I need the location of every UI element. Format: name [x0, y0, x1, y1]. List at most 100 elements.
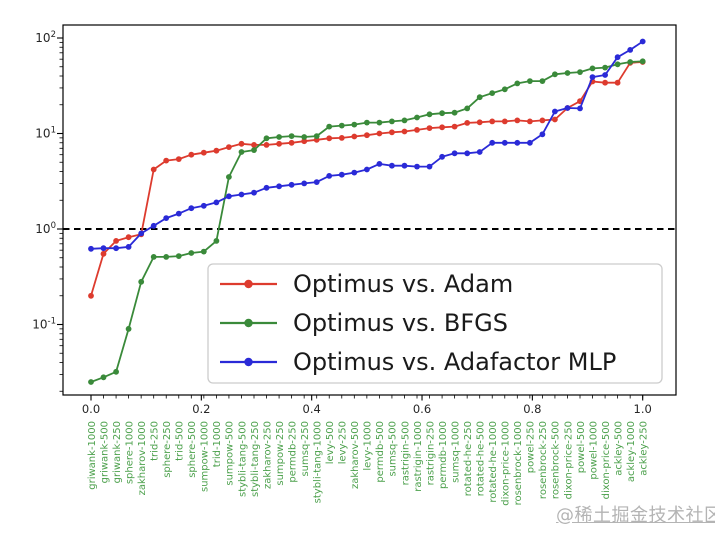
data-point: [125, 244, 132, 250]
data-point: [451, 150, 458, 157]
category-label: permdb-250: [287, 421, 298, 483]
data-point: [276, 140, 282, 147]
category-label: ackley-1000: [626, 421, 637, 482]
data-point: [376, 119, 383, 126]
category-label: dixon-price-250: [563, 421, 574, 499]
data-point: [539, 117, 546, 124]
data-point: [276, 183, 282, 190]
legend-marker: [244, 357, 253, 367]
data-point: [200, 202, 207, 209]
data-point: [163, 215, 170, 222]
data-point: [301, 180, 308, 187]
data-point: [113, 245, 119, 252]
data-point: [288, 181, 295, 188]
data-point: [138, 230, 145, 237]
data-point: [364, 166, 370, 173]
data-point: [276, 134, 282, 140]
legend-label: Optimus vs. Adam: [293, 270, 513, 298]
data-point: [326, 123, 333, 130]
data-point: [263, 184, 270, 191]
data-point: [627, 59, 634, 65]
data-point: [464, 105, 471, 112]
data-point: [589, 65, 596, 72]
data-point: [539, 131, 546, 138]
data-point: [514, 117, 521, 124]
data-point: [113, 238, 119, 244]
data-point: [401, 162, 408, 169]
category-label: permdb-500: [375, 421, 386, 483]
legend-label: Optimus vs. BFGS: [293, 309, 508, 337]
watermark: @稀土掘金技术社区: [556, 505, 715, 526]
category-label: sphere-1000: [124, 421, 135, 484]
data-point: [226, 174, 232, 180]
data-point: [338, 135, 345, 141]
data-point: [602, 72, 608, 78]
data-point: [476, 94, 483, 101]
data-point: [313, 133, 320, 140]
data-point: [288, 139, 295, 146]
data-point: [163, 254, 170, 260]
data-point: [426, 125, 433, 131]
data-point: [614, 54, 621, 61]
data-point: [527, 139, 533, 146]
data-point: [175, 253, 182, 259]
category-label: ackley-500: [613, 421, 624, 476]
data-point: [552, 116, 558, 123]
data-point: [125, 234, 132, 241]
data-point: [552, 71, 558, 78]
legend-entry-optimus-vs-bfgs: Optimus vs. BFGS: [220, 309, 508, 337]
category-label: rosenbrock-1000: [513, 421, 524, 505]
data-point: [426, 163, 433, 170]
series-optimus-vs-adafactor-mlp: [88, 38, 646, 252]
data-point: [263, 142, 270, 148]
data-point: [639, 38, 646, 45]
data-point: [564, 105, 571, 111]
data-point: [451, 109, 458, 116]
category-label: dixon-price-1000: [501, 421, 512, 506]
data-point: [88, 292, 94, 299]
category-label: stybli-tang-500: [237, 421, 248, 497]
data-point: [150, 254, 157, 260]
data-point: [552, 108, 558, 115]
data-point: [238, 191, 245, 198]
category-label: rastrigin-500: [400, 421, 411, 485]
data-point: [614, 61, 621, 68]
data-point: [401, 117, 408, 124]
data-point: [439, 110, 445, 117]
data-point: [226, 193, 232, 200]
data-point: [451, 123, 458, 130]
category-label: ackley-250: [639, 421, 650, 476]
data-point: [364, 119, 370, 126]
data-point: [175, 156, 182, 163]
y-tick-label: 10-1: [32, 317, 56, 332]
data-point: [489, 90, 496, 96]
x-tick-label: 0.0: [82, 402, 100, 416]
data-point: [464, 150, 471, 157]
data-point: [88, 245, 94, 252]
data-point: [514, 139, 521, 146]
category-label: griwank-250: [112, 421, 123, 483]
data-point: [251, 147, 257, 154]
x-tick-label: 1.0: [634, 402, 652, 416]
data-point: [489, 139, 496, 146]
legend-marker: [244, 318, 253, 328]
y-tick-label: 102: [35, 30, 56, 45]
data-point: [426, 111, 433, 118]
data-point: [326, 135, 333, 142]
category-label: sumpow-500: [225, 421, 236, 486]
data-point: [150, 166, 157, 173]
category-label: zakharov-1000: [137, 421, 148, 495]
category-label: trid-1000: [212, 421, 223, 467]
data-point: [614, 79, 621, 86]
x-tick-label: 0.2: [192, 402, 210, 416]
data-point: [539, 78, 546, 84]
data-point: [602, 79, 608, 86]
data-point: [163, 157, 170, 164]
category-label: rotated-he-1000: [488, 421, 499, 503]
data-point: [577, 105, 583, 112]
data-point: [501, 118, 508, 125]
legend-label: Optimus vs. Adafactor MLP: [293, 348, 616, 376]
data-point: [476, 149, 483, 155]
category-label: sphere-250: [162, 421, 173, 478]
